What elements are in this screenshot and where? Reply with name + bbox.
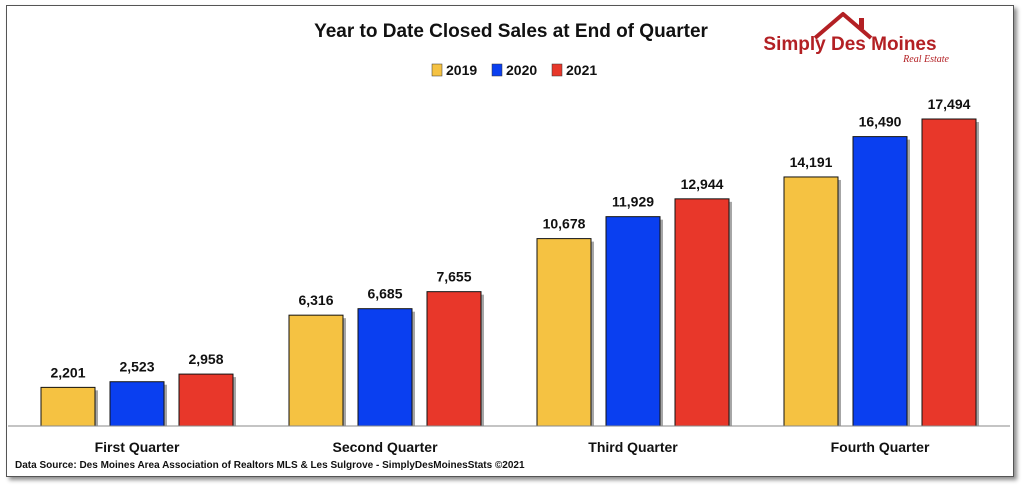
bar-second-quarter-2020: [357, 308, 413, 427]
bar-third-quarter-2019: [536, 238, 592, 427]
chart-frame: Year to Date Closed Sales at End of Quar…: [6, 5, 1014, 477]
category-label: Fourth Quarter: [831, 439, 930, 455]
bar-third-quarter-2020: [605, 216, 661, 427]
legend-swatch-2020: [491, 63, 503, 77]
value-label: 7,655: [436, 269, 471, 285]
legend: 2019 2020 2021: [431, 62, 597, 78]
bar-first-quarter-2019: [40, 386, 96, 427]
logo: Simply Des Moines Real Estate: [763, 12, 950, 65]
logo-tagline: Real Estate: [902, 54, 949, 65]
value-label: 17,494: [928, 96, 971, 112]
value-label: 2,523: [119, 359, 154, 375]
bar-fourth-quarter-2021: [921, 118, 977, 427]
bar-second-quarter-2021: [426, 291, 482, 427]
bar-second-quarter-2019: [288, 314, 344, 427]
bar-first-quarter-2020: [109, 381, 165, 427]
category-label: Second Quarter: [332, 439, 438, 455]
value-label: 6,685: [367, 286, 402, 302]
chart-title: Year to Date Closed Sales at End of Quar…: [314, 21, 708, 42]
source-note: Data Source: Des Moines Area Association…: [15, 460, 525, 471]
value-label: 6,316: [298, 292, 333, 308]
value-label: 11,929: [612, 194, 654, 210]
bar-fourth-quarter-2019: [783, 176, 839, 427]
value-label: 14,191: [790, 154, 833, 170]
chimney-icon: [859, 18, 864, 29]
bar-first-quarter-2021: [178, 373, 234, 427]
category-labels-group: First Quarter Second Quarter Third Quarter…: [95, 439, 930, 455]
logo-name: Simply Des Moines: [763, 34, 936, 55]
bar-third-quarter-2021: [674, 198, 730, 427]
category-label: First Quarter: [95, 439, 180, 455]
bar-chart: Year to Date Closed Sales at End of Quar…: [8, 12, 1010, 471]
legend-label-2021: 2021: [566, 62, 597, 78]
value-label: 16,490: [859, 114, 902, 130]
value-label: 12,944: [681, 176, 724, 192]
legend-label-2020: 2020: [506, 62, 537, 78]
bars-group: [40, 118, 979, 427]
value-labels-group: 2,201 2,523 2,958 6,316 6,685 7,655 10,678 11,9…: [50, 96, 970, 380]
legend-swatch-2019: [431, 63, 443, 77]
value-label: 10,678: [543, 216, 586, 232]
house-roof-icon: [813, 12, 873, 40]
legend-label-2019: 2019: [446, 62, 477, 78]
legend-swatch-2021: [551, 63, 563, 77]
value-label: 2,958: [188, 351, 223, 367]
bar-fourth-quarter-2020: [852, 136, 908, 427]
category-label: Third Quarter: [588, 439, 678, 455]
value-label: 2,201: [50, 364, 85, 380]
